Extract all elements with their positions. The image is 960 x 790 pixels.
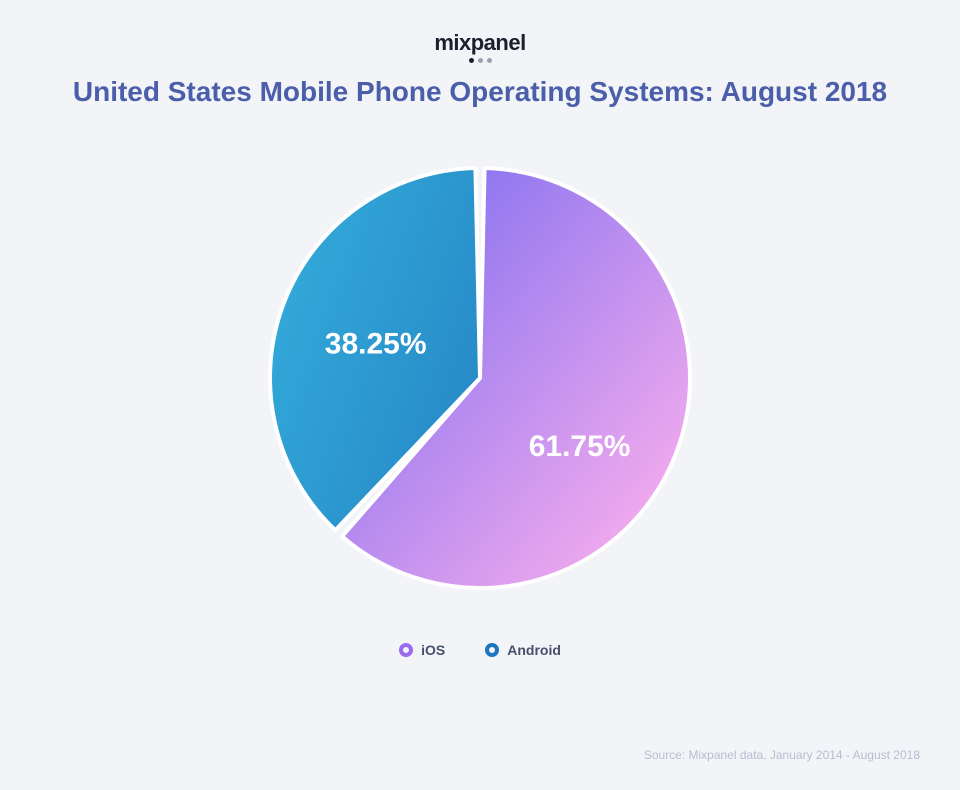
legend-label: Android (507, 642, 561, 658)
chart-title: United States Mobile Phone Operating Sys… (40, 76, 920, 108)
pie-label-android: 38.25% (325, 328, 427, 361)
chart-card: mixpanel United States Mobile Phone Oper… (0, 0, 960, 790)
logo-text: mixpanel (434, 30, 525, 56)
legend: iOS Android (40, 642, 920, 658)
logo-dots-icon (434, 58, 525, 63)
legend-marker-icon (399, 643, 413, 657)
pie-label-ios: 61.75% (529, 430, 631, 463)
legend-marker-icon (485, 643, 499, 657)
pie-chart: 61.75% 38.25% (40, 118, 920, 638)
legend-item-ios: iOS (399, 642, 445, 658)
legend-item-android: Android (485, 642, 561, 658)
legend-label: iOS (421, 642, 445, 658)
logo: mixpanel (40, 30, 920, 68)
source-text: Source: Mixpanel data, January 2014 - Au… (644, 748, 920, 762)
pie-svg: 61.75% 38.25% (250, 148, 710, 608)
